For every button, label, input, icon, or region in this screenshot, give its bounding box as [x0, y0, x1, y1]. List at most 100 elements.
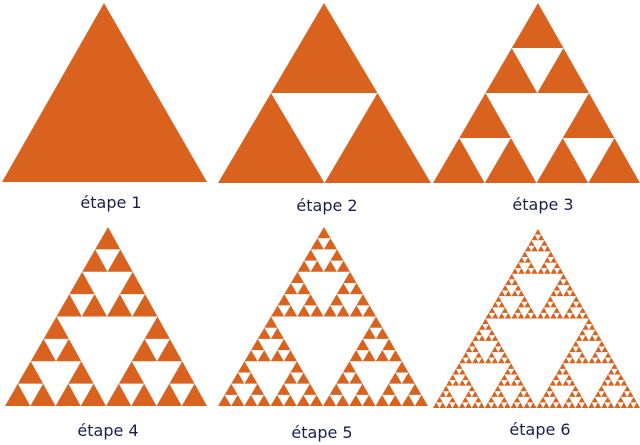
- sierpinski-triangle: [556, 380, 563, 386]
- sierpinski-triangle: [362, 350, 376, 362]
- sierpinski-triangle: [478, 324, 486, 330]
- sierpinski-triangle: [304, 249, 318, 261]
- sierpinski-triangle: [544, 268, 551, 274]
- sierpinski-triangle: [524, 312, 531, 319]
- sierpinski-triangle: [494, 385, 502, 392]
- sierpinski-triangle: [501, 307, 509, 313]
- sierpinski-triangle: [82, 249, 108, 272]
- sierpinski-triangle: [575, 346, 583, 353]
- sierpinski-triangle: [270, 327, 284, 339]
- sierpinski-triangle: [488, 307, 496, 313]
- sierpinski-triangle: [627, 391, 634, 397]
- sierpinski-triangle: [442, 385, 450, 392]
- sierpinski-triangle: [518, 268, 525, 274]
- sierpinski-triangle: [505, 290, 512, 297]
- sierpinski-triangle: [244, 394, 258, 406]
- sierpinski-triangle: [495, 296, 502, 302]
- sierpinski-triangle: [498, 346, 505, 353]
- sierpinski-triangle: [549, 380, 557, 386]
- sierpinski-triangle: [562, 368, 570, 375]
- sierpinski-triangle: [465, 391, 472, 397]
- sierpinski-triangle: [553, 262, 561, 269]
- sierpinski-triangle: [310, 305, 324, 317]
- sierpinski-triangle: [527, 307, 535, 313]
- sierpinski-triangle: [482, 318, 489, 325]
- step-label-2: étape 2: [296, 196, 358, 215]
- sierpinski-triangle: [582, 335, 589, 341]
- sierpinski-triangle: [492, 301, 499, 308]
- sierpinski-triangle: [462, 396, 469, 403]
- sierpinski-triangle: [478, 335, 486, 341]
- sierpinski-triangle: [433, 402, 440, 408]
- sierpinski-triangle: [630, 396, 637, 403]
- sierpinski-triangle: [491, 312, 499, 319]
- sierpinski-triangle: [582, 324, 589, 330]
- sierpinski-triangle: [43, 316, 69, 339]
- sierpinski-triangle: [550, 312, 557, 319]
- sierpinski-triangle: [569, 312, 577, 319]
- sierpinski-triangle: [543, 301, 551, 308]
- sierpinski-triangle: [469, 340, 476, 347]
- sierpinski-triangle: [462, 374, 469, 381]
- sierpinski-triangle: [543, 391, 550, 397]
- sierpinski-triangle: [382, 383, 396, 395]
- sierpinski-triangle: [568, 402, 576, 408]
- sierpinski-triangle: [277, 338, 291, 351]
- sierpinski-triangle: [575, 391, 582, 397]
- sierpinski-triangle: [81, 294, 107, 317]
- sierpinski-triangle: [491, 346, 499, 353]
- sierpinski-triangle: [17, 361, 44, 384]
- sierpinski-triangle: [550, 268, 558, 274]
- sierpinski-triangle: [485, 357, 492, 364]
- sierpinski-triangle: [531, 245, 538, 252]
- sierpinski-triangle: [478, 357, 486, 364]
- sierpinski-triangle: [578, 396, 586, 403]
- sierpinski-triangle: [257, 327, 271, 339]
- sierpinski-triangle: [517, 391, 524, 397]
- sierpinski-triangle: [511, 312, 518, 319]
- sierpinski-triangle: [375, 327, 389, 339]
- sierpinski-triangle: [569, 380, 576, 386]
- sierpinski-triangle: [566, 307, 573, 313]
- sierpinski-triangle: [362, 327, 376, 339]
- sierpinski-triangle: [324, 93, 431, 183]
- sierpinski-triangle: [401, 372, 415, 384]
- sierpinski-triangle: [455, 363, 463, 369]
- sierpinski-triangle: [132, 294, 158, 317]
- sierpinski-triangle: [388, 394, 402, 406]
- sierpinski-triangle: [563, 312, 570, 319]
- sierpinski-triangle: [550, 301, 557, 308]
- sierpinski-triangle: [436, 396, 443, 403]
- sierpinski-triangle: [569, 301, 577, 308]
- sierpinski-triangle: [530, 312, 538, 319]
- sierpinski-triangle: [620, 380, 628, 386]
- sierpinski-triangle: [231, 394, 245, 406]
- sierpinski-triangle: [523, 402, 531, 408]
- sierpinski-triangle: [459, 368, 466, 375]
- sierpinski-triangle: [562, 357, 570, 364]
- sierpinski-triangle: [568, 391, 576, 397]
- sierpinski-triangle: [550, 256, 558, 263]
- sierpinski-triangle: [330, 249, 344, 261]
- sierpinski-triangle: [465, 357, 473, 364]
- step-label-6: étape 6: [509, 420, 571, 439]
- sierpinski-triangle: [523, 391, 531, 397]
- sierpinski-triangle: [591, 396, 598, 403]
- sierpinski-triangle: [449, 396, 456, 403]
- sierpinski-triangle: [362, 305, 376, 317]
- sierpinski-triangle: [283, 350, 297, 362]
- sierpinski-triangle: [472, 346, 479, 353]
- sierpinski-step-2: [218, 3, 431, 183]
- sierpinski-triangle: [459, 357, 466, 364]
- sierpinski-triangle: [598, 340, 605, 347]
- step-label-1: étape 1: [80, 193, 142, 212]
- sierpinski-triangle: [488, 329, 496, 336]
- step-label-3: étape 3: [512, 195, 574, 214]
- sierpinski-triangle: [559, 363, 566, 369]
- sierpinski-triangle: [546, 385, 553, 392]
- sierpinski-triangle: [494, 340, 502, 347]
- sierpinski-triangle: [547, 296, 554, 302]
- sierpinski-triangle: [251, 338, 265, 351]
- sierpinski-triangle: [539, 396, 547, 403]
- sierpinski-triangle: [343, 271, 357, 283]
